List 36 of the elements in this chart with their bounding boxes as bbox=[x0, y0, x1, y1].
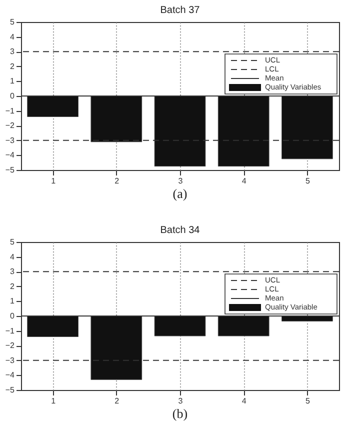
y-tick-label: −1 bbox=[5, 326, 16, 336]
y-tick-label: 4 bbox=[10, 32, 16, 42]
x-tick-label: 5 bbox=[305, 176, 310, 186]
text: (a) bbox=[172, 186, 188, 201]
y-tick-label: 4 bbox=[10, 252, 16, 262]
chart-title: Batch 37 bbox=[160, 5, 200, 16]
y-tick-label: 3 bbox=[10, 267, 16, 276]
x-tick-label: 4 bbox=[242, 396, 247, 406]
x-tick-label: 4 bbox=[242, 176, 247, 186]
x-tick-label: 5 bbox=[305, 396, 310, 406]
x-tick-label: 3 bbox=[178, 176, 184, 186]
y-tick-label: 1 bbox=[10, 296, 16, 306]
y-tick-label: −4 bbox=[5, 150, 16, 160]
y-tick-label: −4 bbox=[5, 370, 16, 380]
y-tick-label: 2 bbox=[10, 282, 16, 291]
y-tick-label: −5 bbox=[5, 386, 16, 394]
y-tick-label: 5 bbox=[10, 238, 16, 246]
y-tick-label: 5 bbox=[10, 18, 16, 26]
y-tick-label: −5 bbox=[5, 166, 16, 174]
text: (b) bbox=[172, 406, 188, 421]
x-tick-label: 1 bbox=[51, 176, 56, 186]
x-tick-label: 2 bbox=[114, 176, 120, 186]
y-tick-label: 1 bbox=[10, 76, 16, 86]
y-tick-label: 3 bbox=[10, 47, 16, 56]
y-tick-label: −2 bbox=[5, 341, 16, 350]
x-tick-label: 1 bbox=[51, 396, 56, 406]
y-tick-label: −1 bbox=[5, 106, 16, 116]
chart-title: Batch 34 bbox=[160, 225, 200, 236]
x-tick-label: 2 bbox=[114, 396, 120, 406]
x-tick-label: 3 bbox=[178, 396, 184, 406]
y-tick-label: −3 bbox=[5, 136, 16, 145]
y-tick-label: −2 bbox=[5, 121, 16, 130]
y-tick-label: 0 bbox=[10, 312, 16, 320]
y-tick-label: −3 bbox=[5, 356, 16, 365]
y-tick-label: 0 bbox=[10, 92, 16, 100]
y-tick-label: 2 bbox=[10, 62, 16, 71]
